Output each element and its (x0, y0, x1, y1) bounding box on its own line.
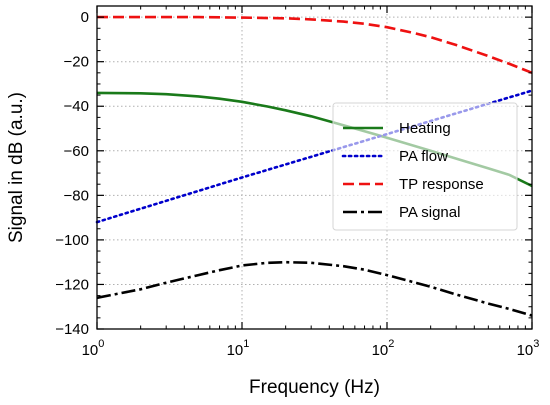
legend: Heating PA flow TP response PA signal (332, 102, 518, 231)
y-tick-label: −140 (55, 321, 89, 338)
legend-label: PA signal (399, 204, 460, 221)
y-tick-label: 0 (81, 9, 89, 26)
x-axis-title: Frequency (Hz) (249, 377, 380, 398)
y-tick-label: −80 (64, 187, 89, 204)
y-tick-label: −60 (64, 143, 89, 160)
y-tick-label: −120 (55, 276, 89, 293)
series-line-pa-signal (96, 260, 533, 317)
x-tick-label: 100 (82, 338, 105, 359)
plot-area-frame (96, 5, 533, 330)
y-axis-title: Signal in dB (a.u.) (6, 92, 27, 243)
x-tick-label: 103 (517, 338, 540, 359)
y-tick-label: −20 (64, 54, 89, 71)
x-tick-label: 101 (227, 338, 250, 359)
legend-box (332, 102, 518, 231)
y-tick-label: −40 (64, 98, 89, 115)
x-tick-label: 102 (372, 338, 395, 359)
legend-label: Heating (399, 120, 451, 137)
y-tick-label: −100 (55, 232, 89, 249)
legend-label: TP response (399, 176, 484, 193)
series-line-tp-response (97, 15, 533, 75)
legend-label: PA flow (399, 148, 448, 165)
axis-ticks: 100 101 102 103 0 −20 −40 −60 −80 −100 −120 −140 (55, 5, 540, 359)
